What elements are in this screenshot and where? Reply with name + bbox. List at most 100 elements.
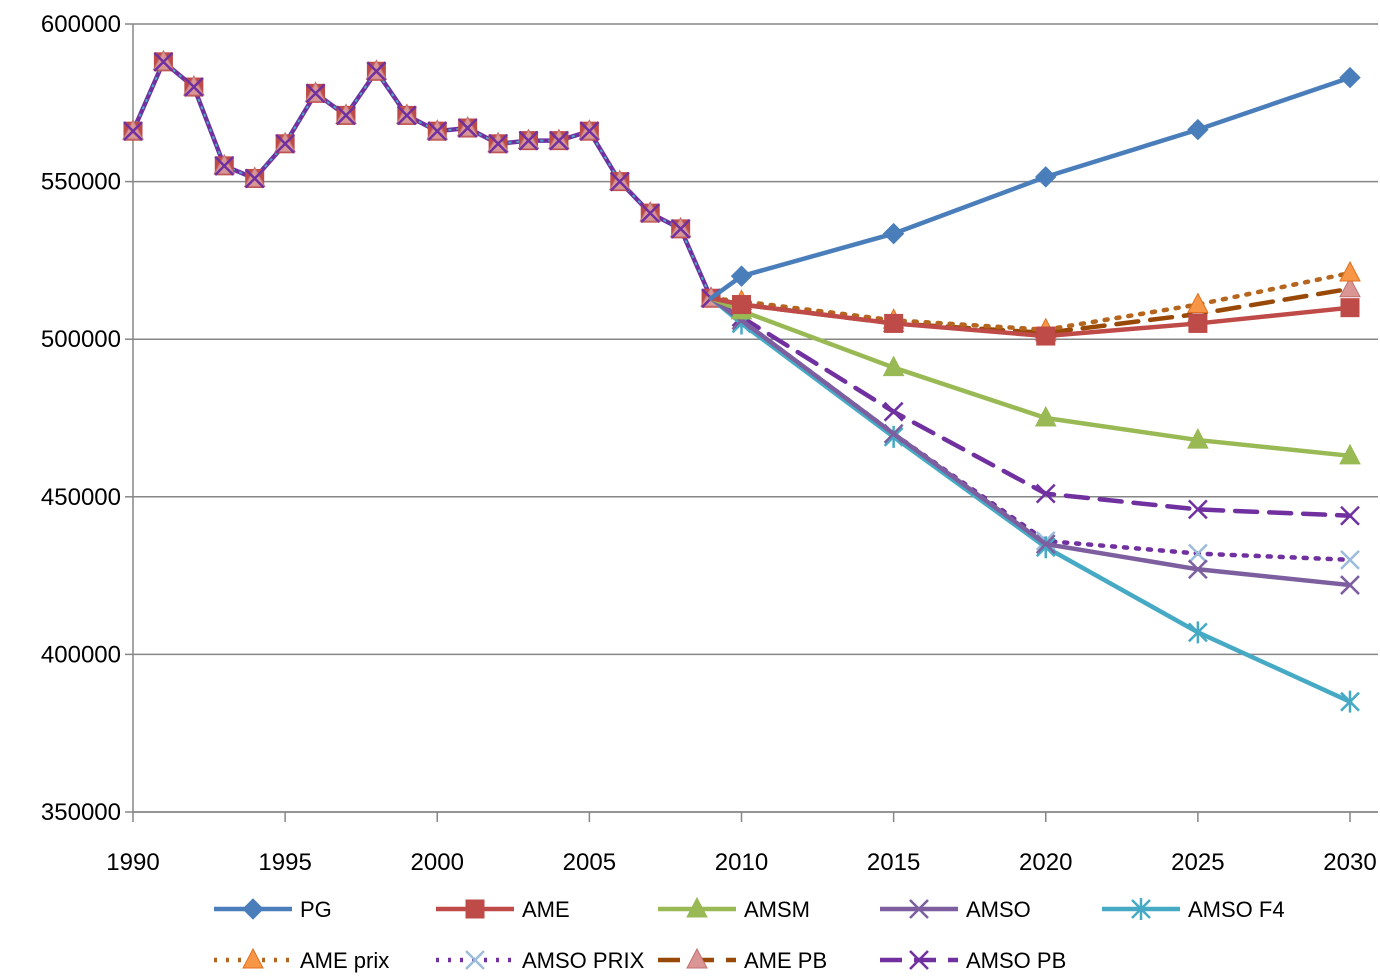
history-point-cross bbox=[244, 168, 265, 189]
series-line bbox=[708, 75, 1353, 301]
legend-marker bbox=[242, 898, 264, 920]
data-point bbox=[1187, 621, 1208, 644]
legend-marker bbox=[909, 899, 929, 919]
history-point-cross bbox=[366, 61, 387, 82]
x-tick-label: 1995 bbox=[258, 849, 311, 876]
history-point-cross bbox=[488, 133, 508, 154]
history-point-cross bbox=[640, 203, 661, 224]
data-point bbox=[1035, 534, 1056, 554]
data-point bbox=[883, 423, 904, 444]
legend-label: AME prix bbox=[300, 948, 389, 973]
legend-label: AMSM bbox=[744, 897, 810, 922]
data-point bbox=[1339, 260, 1361, 282]
data-point bbox=[1339, 66, 1361, 89]
legend-label: AMSO bbox=[966, 897, 1031, 922]
x-tick-label: 1990 bbox=[106, 849, 159, 876]
y-tick-label: 350000 bbox=[41, 799, 121, 826]
x-tick-label: 2030 bbox=[1323, 849, 1376, 876]
data-point bbox=[1340, 298, 1360, 318]
y-tick-label: 400000 bbox=[41, 641, 121, 668]
axes: 350000 400000 450000 500000 550000 600000 1990… bbox=[41, 11, 1378, 876]
data-point bbox=[1187, 427, 1209, 449]
history-point-cross bbox=[457, 118, 478, 138]
data-point bbox=[1340, 549, 1360, 570]
legend-marker bbox=[686, 896, 708, 918]
history-point-cross bbox=[549, 130, 569, 151]
series-line bbox=[708, 295, 1353, 563]
legend-label: AMSO F4 bbox=[1188, 897, 1285, 922]
series-line bbox=[708, 295, 1353, 588]
history-point-cross bbox=[275, 133, 296, 154]
legend-item-amso-prix: AMSO PRIX bbox=[436, 948, 645, 973]
legend-item-ame-pb: AME PB bbox=[658, 947, 827, 973]
history-point-cross bbox=[427, 121, 448, 142]
data-point bbox=[1339, 276, 1361, 298]
legend-label: AME bbox=[522, 897, 570, 922]
legend-marker bbox=[242, 947, 264, 969]
series-ame-prix bbox=[708, 260, 1361, 339]
data-point bbox=[1035, 166, 1057, 188]
history-point-cross bbox=[336, 105, 356, 126]
data-point bbox=[1035, 483, 1056, 504]
data-point bbox=[1340, 505, 1360, 526]
data-point bbox=[1187, 499, 1208, 520]
history-point-cross bbox=[214, 155, 235, 176]
legend-item-amso-f4: AMSO F4 bbox=[1102, 897, 1285, 922]
data-point bbox=[1187, 118, 1209, 141]
data-point bbox=[1340, 690, 1360, 713]
x-tick-label: 2010 bbox=[715, 849, 768, 876]
data-point bbox=[730, 265, 753, 287]
history-point-cross bbox=[579, 121, 600, 142]
y-tick-label: 600000 bbox=[41, 11, 121, 38]
y-tick-label: 550000 bbox=[41, 169, 121, 196]
history-point-cross bbox=[153, 51, 174, 72]
data-point bbox=[1340, 575, 1360, 595]
data-point bbox=[1036, 326, 1056, 346]
data-point bbox=[882, 222, 905, 245]
legend-item-ame-prix: AME prix bbox=[214, 947, 389, 973]
legend-item-pg: PG bbox=[214, 897, 332, 922]
legend-item-amso: AMSO bbox=[880, 897, 1031, 922]
data-point bbox=[732, 295, 751, 315]
series-pg bbox=[708, 66, 1361, 301]
legend-item-amsm: AMSM bbox=[658, 896, 810, 922]
legend-item-amso-pb: AMSO PB bbox=[880, 948, 1066, 973]
data-point bbox=[1187, 543, 1208, 564]
series-ame bbox=[708, 295, 1360, 346]
x-tick-label: 2000 bbox=[411, 849, 464, 876]
x-tick-label: 2005 bbox=[563, 849, 616, 876]
series-line bbox=[708, 295, 1353, 459]
legend-label: AME PB bbox=[744, 948, 827, 973]
legend-marker bbox=[909, 950, 929, 970]
legend-marker bbox=[686, 947, 708, 969]
legend-label: PG bbox=[300, 897, 332, 922]
data-point bbox=[1187, 292, 1209, 314]
history-point-cross bbox=[183, 77, 204, 97]
history-point-cross bbox=[670, 218, 691, 239]
legend-marker bbox=[465, 950, 485, 970]
series-line bbox=[708, 295, 1353, 518]
series-line bbox=[708, 270, 1353, 332]
legend-marker bbox=[1131, 898, 1151, 920]
legend-label: AMSO PRIX bbox=[522, 948, 645, 973]
history-point-cross bbox=[123, 121, 143, 142]
legend: PG AME AMSM AMSO AMSO F4 AME prix AMSO PRIX AME… bbox=[214, 896, 1285, 973]
history-point-cross bbox=[305, 83, 326, 104]
history-point-cross bbox=[609, 171, 630, 192]
legend-marker bbox=[465, 899, 485, 919]
history-point-cross bbox=[396, 105, 417, 126]
data-point bbox=[882, 355, 905, 377]
history-point-cross bbox=[518, 130, 539, 151]
data-point bbox=[1034, 405, 1057, 427]
x-tick-label: 2025 bbox=[1171, 849, 1224, 876]
series-amsm bbox=[708, 295, 1361, 465]
data-point bbox=[1339, 443, 1361, 465]
y-tick-label: 450000 bbox=[41, 484, 121, 511]
data-point bbox=[1188, 313, 1208, 333]
grid-lines bbox=[133, 23, 1378, 813]
legend-item-ame: AME bbox=[436, 897, 570, 922]
data-point bbox=[1187, 559, 1208, 580]
y-tick-label: 500000 bbox=[41, 326, 121, 353]
